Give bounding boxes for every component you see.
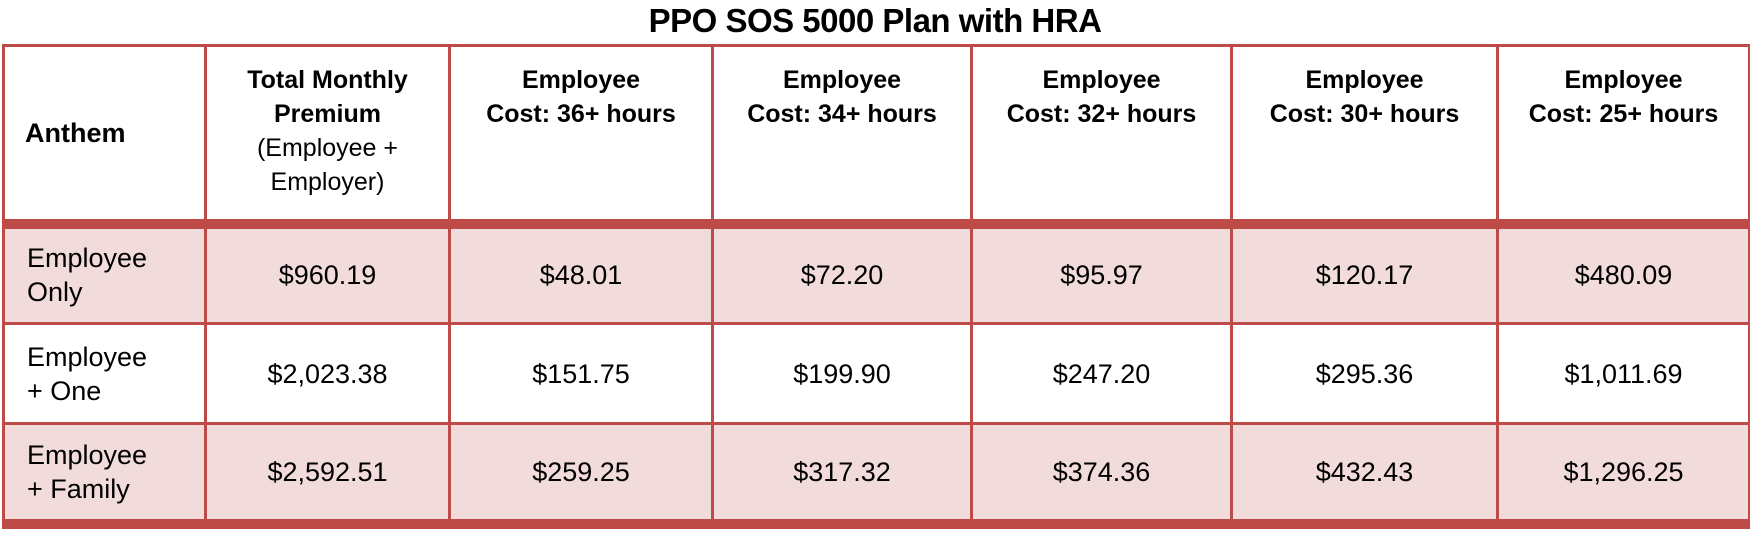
value-cell: $2,592.51 xyxy=(204,422,451,529)
column-title: Employee Cost: 25+ hours xyxy=(1528,66,1719,128)
column-title: Employee Cost: 32+ hours xyxy=(1006,66,1197,128)
header-cell-cost-25h: Employee Cost: 25+ hours xyxy=(1496,44,1750,229)
table-row-employee-plus-family: Employee + Family $2,592.51 $259.25 $317… xyxy=(2,422,1750,529)
header-cell-cost-36h: Employee Cost: 36+ hours xyxy=(448,44,714,229)
header-row: Anthem Total Monthly Premium (Employee +… xyxy=(2,44,1750,229)
value-cell: $259.25 xyxy=(448,422,714,529)
column-title: Employee Cost: 36+ hours xyxy=(486,66,676,128)
header-cell-anthem: Anthem xyxy=(2,44,207,229)
value-cell: $960.19 xyxy=(204,222,451,325)
column-subtitle: (Employee + Employer) xyxy=(256,134,399,196)
column-title: Employee Cost: 34+ hours xyxy=(747,66,937,128)
column-title: Employee Cost: 30+ hours xyxy=(1269,66,1460,128)
table-row-employee-plus-one: Employee + One $2,023.38 $151.75 $199.90… xyxy=(2,322,1750,425)
value-cell: $480.09 xyxy=(1496,222,1750,325)
value-cell: $1,011.69 xyxy=(1496,322,1750,425)
value-cell: $95.97 xyxy=(970,222,1233,325)
page-title: PPO SOS 5000 Plan with HRA xyxy=(648,2,1102,39)
row-label: Employee Only xyxy=(27,243,148,308)
row-label: Employee + One xyxy=(27,341,148,406)
header-cell-cost-34h: Employee Cost: 34+ hours xyxy=(711,44,973,229)
row-label-cell: Employee + One xyxy=(2,322,207,425)
value-cell: $48.01 xyxy=(448,222,714,325)
anthem-label: Anthem xyxy=(25,117,126,148)
row-label-cell: Employee Only xyxy=(2,222,207,325)
row-label-cell: Employee + Family xyxy=(2,422,207,529)
header-cell-cost-30h: Employee Cost: 30+ hours xyxy=(1230,44,1499,229)
value-cell: $2,023.38 xyxy=(204,322,451,425)
value-cell: $247.20 xyxy=(970,322,1233,425)
value-cell: $120.17 xyxy=(1230,222,1499,325)
value-cell: $151.75 xyxy=(448,322,714,425)
value-cell: $374.36 xyxy=(970,422,1233,529)
table-row-employee-only: Employee Only $960.19 $48.01 $72.20 $95.… xyxy=(2,222,1750,325)
value-cell: $295.36 xyxy=(1230,322,1499,425)
value-cell: $199.90 xyxy=(711,322,973,425)
row-label: Employee + Family xyxy=(27,439,148,504)
value-cell: $317.32 xyxy=(711,422,973,529)
premium-plan-table: Anthem Total Monthly Premium (Employee +… xyxy=(2,44,1750,529)
header-cell-cost-32h: Employee Cost: 32+ hours xyxy=(970,44,1233,229)
column-title: Total Monthly Premium xyxy=(247,66,408,128)
value-cell: $1,296.25 xyxy=(1496,422,1750,529)
value-cell: $432.43 xyxy=(1230,422,1499,529)
value-cell: $72.20 xyxy=(711,222,973,325)
header-cell-total-premium: Total Monthly Premium (Employee + Employ… xyxy=(204,44,451,229)
